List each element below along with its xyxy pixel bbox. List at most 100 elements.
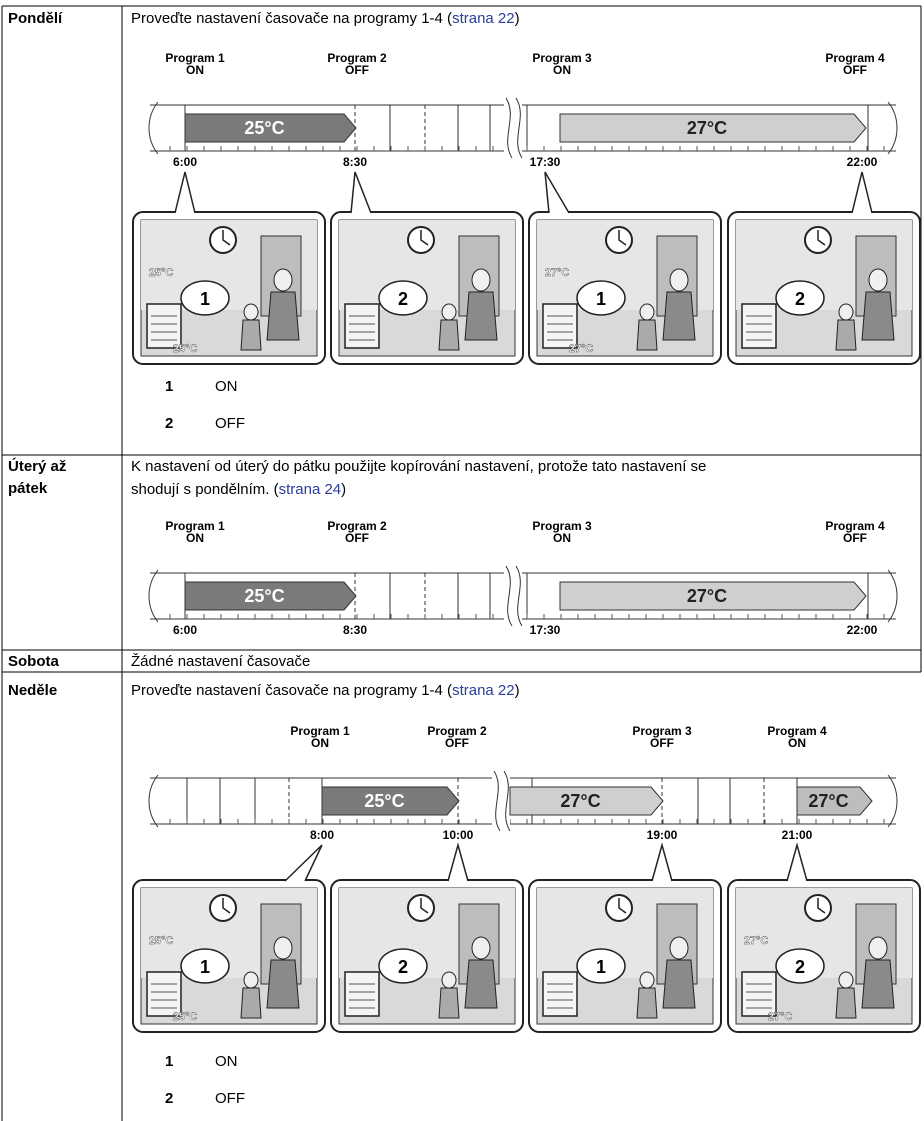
- scene-bubble-number: 1: [596, 957, 606, 977]
- program-state: OFF: [345, 531, 369, 545]
- scene-clock-hands: [618, 898, 627, 914]
- program-state: ON: [553, 63, 571, 77]
- legend-label: OFF: [215, 1090, 245, 1107]
- temperature-label: 27°C: [560, 791, 600, 811]
- scene-pointer: [174, 171, 196, 214]
- description-text: shodují s pondělním. (: [131, 481, 279, 498]
- temperature-bar: [184, 113, 357, 143]
- program-state: ON: [311, 736, 329, 750]
- scene-pointer: [350, 171, 372, 214]
- description-text: ): [515, 682, 520, 699]
- scene-person: [464, 959, 498, 1009]
- scene-bubble: [180, 280, 230, 316]
- program-label: Program 4: [825, 51, 885, 65]
- scene-person: [868, 268, 888, 292]
- scene-temp: 27°C: [768, 1011, 793, 1023]
- scene-person: [438, 319, 460, 351]
- scene-clock-hands: [222, 230, 231, 246]
- scene-temp: 27°C: [744, 935, 769, 947]
- scene-person: [861, 959, 895, 1009]
- scene-pointer: [851, 171, 873, 214]
- scene-ac-unit: [344, 971, 380, 1017]
- scene-person: [639, 303, 655, 321]
- program-state: ON: [553, 531, 571, 545]
- description-text: ): [341, 481, 346, 498]
- scene-person: [669, 268, 689, 292]
- day-label: pátek: [8, 480, 48, 497]
- legend-label: OFF: [215, 415, 245, 432]
- temperature-bar: [796, 786, 873, 816]
- timeline-break-line: [505, 565, 513, 627]
- program-label: Program 4: [825, 519, 885, 533]
- description-text: K nastavení od úterý do pátku použijte k…: [131, 458, 706, 475]
- legend-number: 2: [165, 1090, 173, 1107]
- program-state: OFF: [843, 531, 867, 545]
- scene-person: [835, 319, 857, 351]
- scene-ac-unit: [344, 303, 380, 349]
- scene-person: [243, 971, 259, 989]
- program-label: Program 4: [767, 724, 827, 738]
- scene-bubble-number: 2: [398, 289, 408, 309]
- program-state: OFF: [650, 736, 674, 750]
- program-label: Program 1: [165, 519, 225, 533]
- day-label: Pondělí: [8, 10, 63, 27]
- legend-number: 2: [165, 415, 173, 432]
- scene-pointer: [284, 844, 323, 882]
- scene-bubble: [378, 948, 428, 984]
- program-state: OFF: [345, 63, 369, 77]
- temperature-label: 27°C: [687, 118, 727, 138]
- description: Proveďte nastavení časovače na programy …: [131, 10, 520, 27]
- timeline-cap: [887, 569, 898, 623]
- scene-bubble: [775, 280, 825, 316]
- scene-bubble-number: 1: [596, 289, 606, 309]
- scene-person: [835, 987, 857, 1019]
- temperature-bar: [184, 581, 357, 611]
- page-link: strana 24: [279, 481, 342, 498]
- program-label: Program 3: [632, 724, 692, 738]
- description-text: Žádné nastavení časovače: [131, 653, 310, 670]
- scene-person: [273, 268, 293, 292]
- scene-clock-hands: [817, 898, 826, 914]
- scene-temp: 27°C: [569, 343, 594, 355]
- scene-bubble-number: 1: [200, 289, 210, 309]
- scene-ac-unit: [741, 971, 777, 1017]
- page-link: strana 22: [452, 10, 515, 27]
- scene-bubble: [576, 948, 626, 984]
- scene-clock-hands: [817, 230, 826, 246]
- scene-bubble-number: 2: [795, 289, 805, 309]
- scene-person: [636, 319, 658, 351]
- scene-person: [639, 971, 655, 989]
- scene-temp: 25°C: [149, 935, 174, 947]
- program-label: Program 2: [427, 724, 487, 738]
- temperature-bar: [321, 786, 460, 816]
- scene-pointer: [544, 171, 570, 214]
- timeline-cap: [148, 101, 159, 155]
- timeline-break-line: [493, 770, 501, 832]
- scene-clock-hands: [222, 898, 231, 914]
- scene-person: [662, 959, 696, 1009]
- program-label: Program 3: [532, 51, 592, 65]
- description: Žádné nastavení časovače: [131, 653, 310, 670]
- timeline-break-line: [515, 565, 523, 627]
- temperature-bar: [559, 581, 867, 611]
- scene-temp: 25°C: [149, 267, 174, 279]
- scene-person: [662, 291, 696, 341]
- scene-bubble-number: 2: [398, 957, 408, 977]
- temperature-label: 25°C: [364, 791, 404, 811]
- description-text: ): [515, 10, 520, 27]
- scene-person: [471, 268, 491, 292]
- legend-label: ON: [215, 1053, 238, 1070]
- time-label: 8:30: [343, 155, 367, 169]
- timeline-break-line: [503, 770, 511, 832]
- program-label: Program 2: [327, 519, 387, 533]
- scene-person: [636, 987, 658, 1019]
- program-label: Program 2: [327, 51, 387, 65]
- scene-person: [240, 987, 262, 1019]
- program-state: ON: [186, 531, 204, 545]
- program-state: ON: [186, 63, 204, 77]
- scene-ac-unit: [146, 303, 182, 349]
- legend-number: 1: [165, 378, 173, 395]
- scene-person: [464, 291, 498, 341]
- program-label: Program 1: [290, 724, 350, 738]
